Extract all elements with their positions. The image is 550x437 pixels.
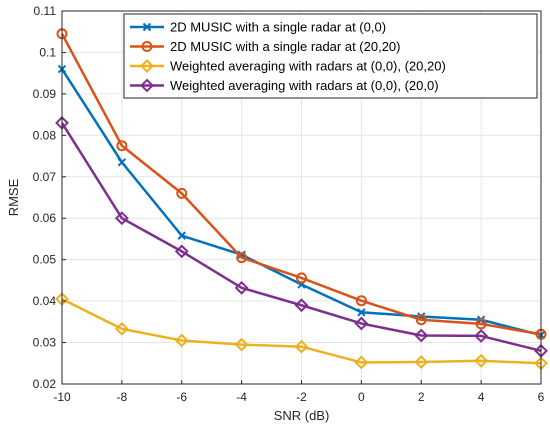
legend-marker — [140, 59, 154, 73]
legend-entry: Weighted averaging with radars at (0,0),… — [130, 78, 439, 93]
data-point — [174, 333, 189, 348]
x-tick-label: 0 — [358, 390, 365, 404]
y-axis-label: RMSE — [6, 178, 21, 216]
x-tick-label: -8 — [117, 390, 128, 404]
x-tick-label: -6 — [176, 390, 187, 404]
x-tick-label: -10 — [53, 390, 71, 404]
data-point — [117, 158, 127, 167]
data-point — [237, 250, 246, 259]
data-point — [415, 314, 427, 326]
data-point — [174, 244, 189, 259]
data-point — [236, 252, 248, 264]
data-point — [474, 353, 489, 368]
series-3 — [55, 115, 548, 358]
data-point — [296, 272, 307, 284]
data-point — [116, 140, 128, 152]
x-tick-label: -2 — [296, 390, 307, 404]
data-point — [414, 328, 429, 343]
x-tick-label: -4 — [236, 390, 247, 404]
legend-box — [123, 13, 538, 99]
data-point — [177, 231, 186, 240]
data-point — [355, 295, 367, 307]
data-point — [475, 318, 487, 330]
series-line — [60, 33, 542, 336]
y-tick-label: 0.03 — [33, 336, 57, 350]
legend-entry: 2D MUSIC with a single radar at (0,0) — [130, 20, 386, 35]
y-tick-label: 0.11 — [34, 4, 57, 18]
legend-label: 2D MUSIC with a single radar at (20,20) — [170, 39, 400, 54]
data-point — [176, 187, 188, 199]
series-line — [60, 122, 542, 353]
legend-entry: 2D MUSIC with a single radar at (20,20) — [130, 39, 400, 54]
y-tick-label: 0.08 — [33, 128, 57, 142]
series-2 — [55, 292, 548, 371]
data-point — [234, 337, 249, 352]
axis-ticks: -10 -8 -6 -4 -2 0 2 4 6 0.02 0.03 0.04 0.05 0.06 0.07 0… — [33, 4, 545, 404]
legend-entry: Weighted averaging with radars at (0,0),… — [130, 59, 446, 74]
x-tick-label: 2 — [418, 390, 425, 404]
series-line — [61, 297, 542, 365]
y-tick-label: 0.04 — [33, 294, 57, 308]
data-point — [354, 316, 369, 331]
y-tick-label: 0.09 — [33, 87, 57, 101]
data-point — [114, 211, 129, 226]
legend-label: Weighted averaging with radars at (0,0),… — [170, 59, 446, 74]
y-tick-label: 0.1 — [39, 45, 56, 59]
data-point — [354, 355, 369, 370]
x-tick-label: 6 — [538, 390, 545, 404]
legend-marker — [142, 22, 152, 32]
legend-marker — [140, 78, 154, 93]
plot-series — [55, 28, 548, 371]
y-tick-label: 0.02 — [33, 377, 57, 391]
data-point — [357, 308, 366, 317]
data-point — [414, 355, 429, 369]
legend: 2D MUSIC with a single radar at (0,0) 2D … — [123, 13, 538, 99]
data-point — [234, 280, 249, 295]
y-tick-label: 0.06 — [33, 211, 57, 225]
y-tick-label: 0.07 — [33, 170, 57, 184]
data-point — [294, 298, 309, 313]
legend-label: Weighted averaging with radars at (0,0),… — [170, 78, 439, 93]
legend-label: 2D MUSIC with a single radar at (0,0) — [170, 20, 386, 35]
x-axis-label: SNR (dB) — [274, 408, 330, 423]
y-tick-label: 0.05 — [33, 253, 57, 267]
series-1 — [56, 28, 547, 340]
x-tick-label: 4 — [478, 390, 485, 404]
data-point — [474, 329, 489, 343]
legend-marker — [141, 41, 153, 52]
data-point — [114, 321, 129, 336]
data-point — [294, 339, 309, 354]
